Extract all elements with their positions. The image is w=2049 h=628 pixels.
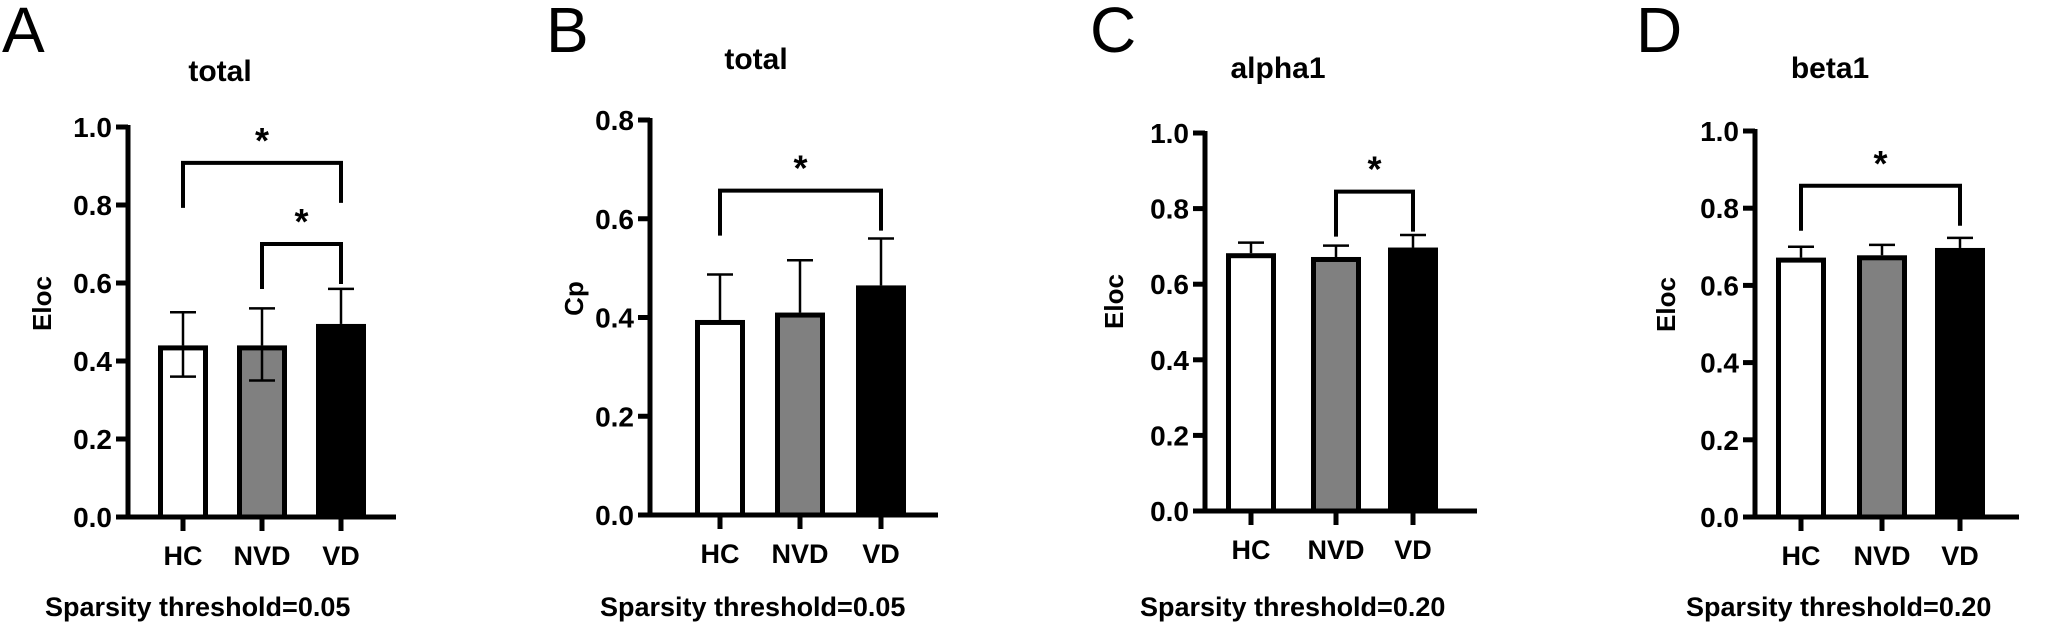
bar-chart-a: 0.0 0.2 0.4 0.6 0.8 1.0 HC NVD VD * * [73, 112, 396, 571]
significance-star: * [255, 120, 269, 161]
y-tick-label: 1.0 [73, 112, 112, 143]
panel-letter: A [2, 0, 45, 66]
significance-star: * [294, 201, 308, 242]
significance-bracket [718, 188, 883, 236]
y-tick-label: 0.0 [595, 500, 634, 531]
significance-star: * [1873, 143, 1887, 184]
panel-a: A total Eloc 0.0 0.2 0.4 0.6 0.8 1.0 HC NVD VD * *… [0, 0, 420, 628]
y-tick-label: 0.4 [595, 303, 634, 334]
y-tick-label: 0.0 [1700, 502, 1739, 533]
y-tick-label: 0.8 [1150, 194, 1189, 225]
x-tick-label: VD [322, 541, 360, 571]
panel-letter: B [546, 0, 589, 66]
y-tick-label: 0.8 [73, 190, 112, 221]
x-tick-label: VD [862, 539, 900, 569]
y-tick-label: 1.0 [1150, 118, 1189, 149]
y-tick-label: 0.4 [73, 346, 112, 377]
x-tick-label: HC [1232, 535, 1271, 565]
x-tick-label: NVD [1307, 535, 1364, 565]
significance-bracket [260, 242, 343, 289]
significance-bracket [1334, 189, 1415, 237]
x-tick-label: NVD [233, 541, 290, 571]
significance-star: * [1367, 149, 1381, 190]
y-tick-label: 0.2 [1700, 425, 1739, 456]
significance-bracket [181, 160, 343, 208]
x-axis-footer: Sparsity threshold=0.20 [1140, 592, 1446, 622]
x-tick-label: HC [164, 541, 203, 571]
x-tick-label: VD [1394, 535, 1432, 565]
chart-title: alpha1 [1230, 52, 1326, 85]
x-axis-footer: Sparsity threshold=0.05 [600, 592, 906, 622]
y-tick-label: 0.0 [73, 502, 112, 533]
y-tick-label: 0.6 [1150, 269, 1189, 300]
bar-hc [1776, 257, 1826, 520]
bar-vd [1935, 247, 1985, 520]
x-axis-footer: Sparsity threshold=0.20 [1686, 592, 1992, 622]
x-axis-footer: Sparsity threshold=0.05 [45, 592, 351, 622]
bar-chart-b: 0.0 0.2 0.4 0.6 0.8 HC NVD VD * [595, 105, 938, 569]
x-tick-label: HC [1782, 541, 1821, 571]
bar-hc [695, 319, 745, 518]
y-tick-label: 0.2 [1150, 420, 1189, 451]
y-tick-label: 0.6 [1700, 270, 1739, 301]
panel-b: B total Cp 0.0 0.2 0.4 0.6 0.8 HC NVD VD * Spars… [0, 0, 960, 628]
chart-title: beta1 [1790, 52, 1870, 85]
bar-nvd [1857, 255, 1907, 520]
y-tick-label: 0.2 [73, 424, 112, 455]
panel-letter: D [1636, 0, 1683, 66]
bar-vd [856, 285, 906, 518]
bar-vd [316, 323, 366, 520]
y-tick-label: 0.6 [73, 268, 112, 299]
significance-bracket [1799, 183, 1962, 231]
x-tick-label: VD [1941, 541, 1979, 571]
y-tick-label: 0.2 [595, 401, 634, 432]
panel-c: C alpha1 Eloc 0.0 0.2 0.4 0.6 0.8 1.0 HC NVD VD *… [1090, 0, 1477, 622]
y-tick-label: 0.4 [1700, 348, 1739, 379]
x-tick-label: HC [701, 539, 740, 569]
y-tick-label: 0.8 [1700, 193, 1739, 224]
y-tick-label: 1.0 [1700, 116, 1739, 147]
x-tick-label: NVD [1853, 541, 1910, 571]
y-tick-label: 0.4 [1150, 345, 1189, 376]
significance-star: * [793, 148, 807, 189]
chart-title: total [724, 43, 788, 76]
bar-chart-c: 0.0 0.2 0.4 0.6 0.8 1.0 HC NVD VD * [1150, 118, 1477, 565]
panel-letter: C [1090, 0, 1137, 66]
chart-title: total [188, 55, 252, 88]
y-tick-label: 0.8 [595, 105, 634, 136]
y-tick-label: 0.0 [1150, 496, 1189, 527]
x-tick-label: NVD [771, 539, 828, 569]
y-tick-label: 0.6 [595, 204, 634, 235]
